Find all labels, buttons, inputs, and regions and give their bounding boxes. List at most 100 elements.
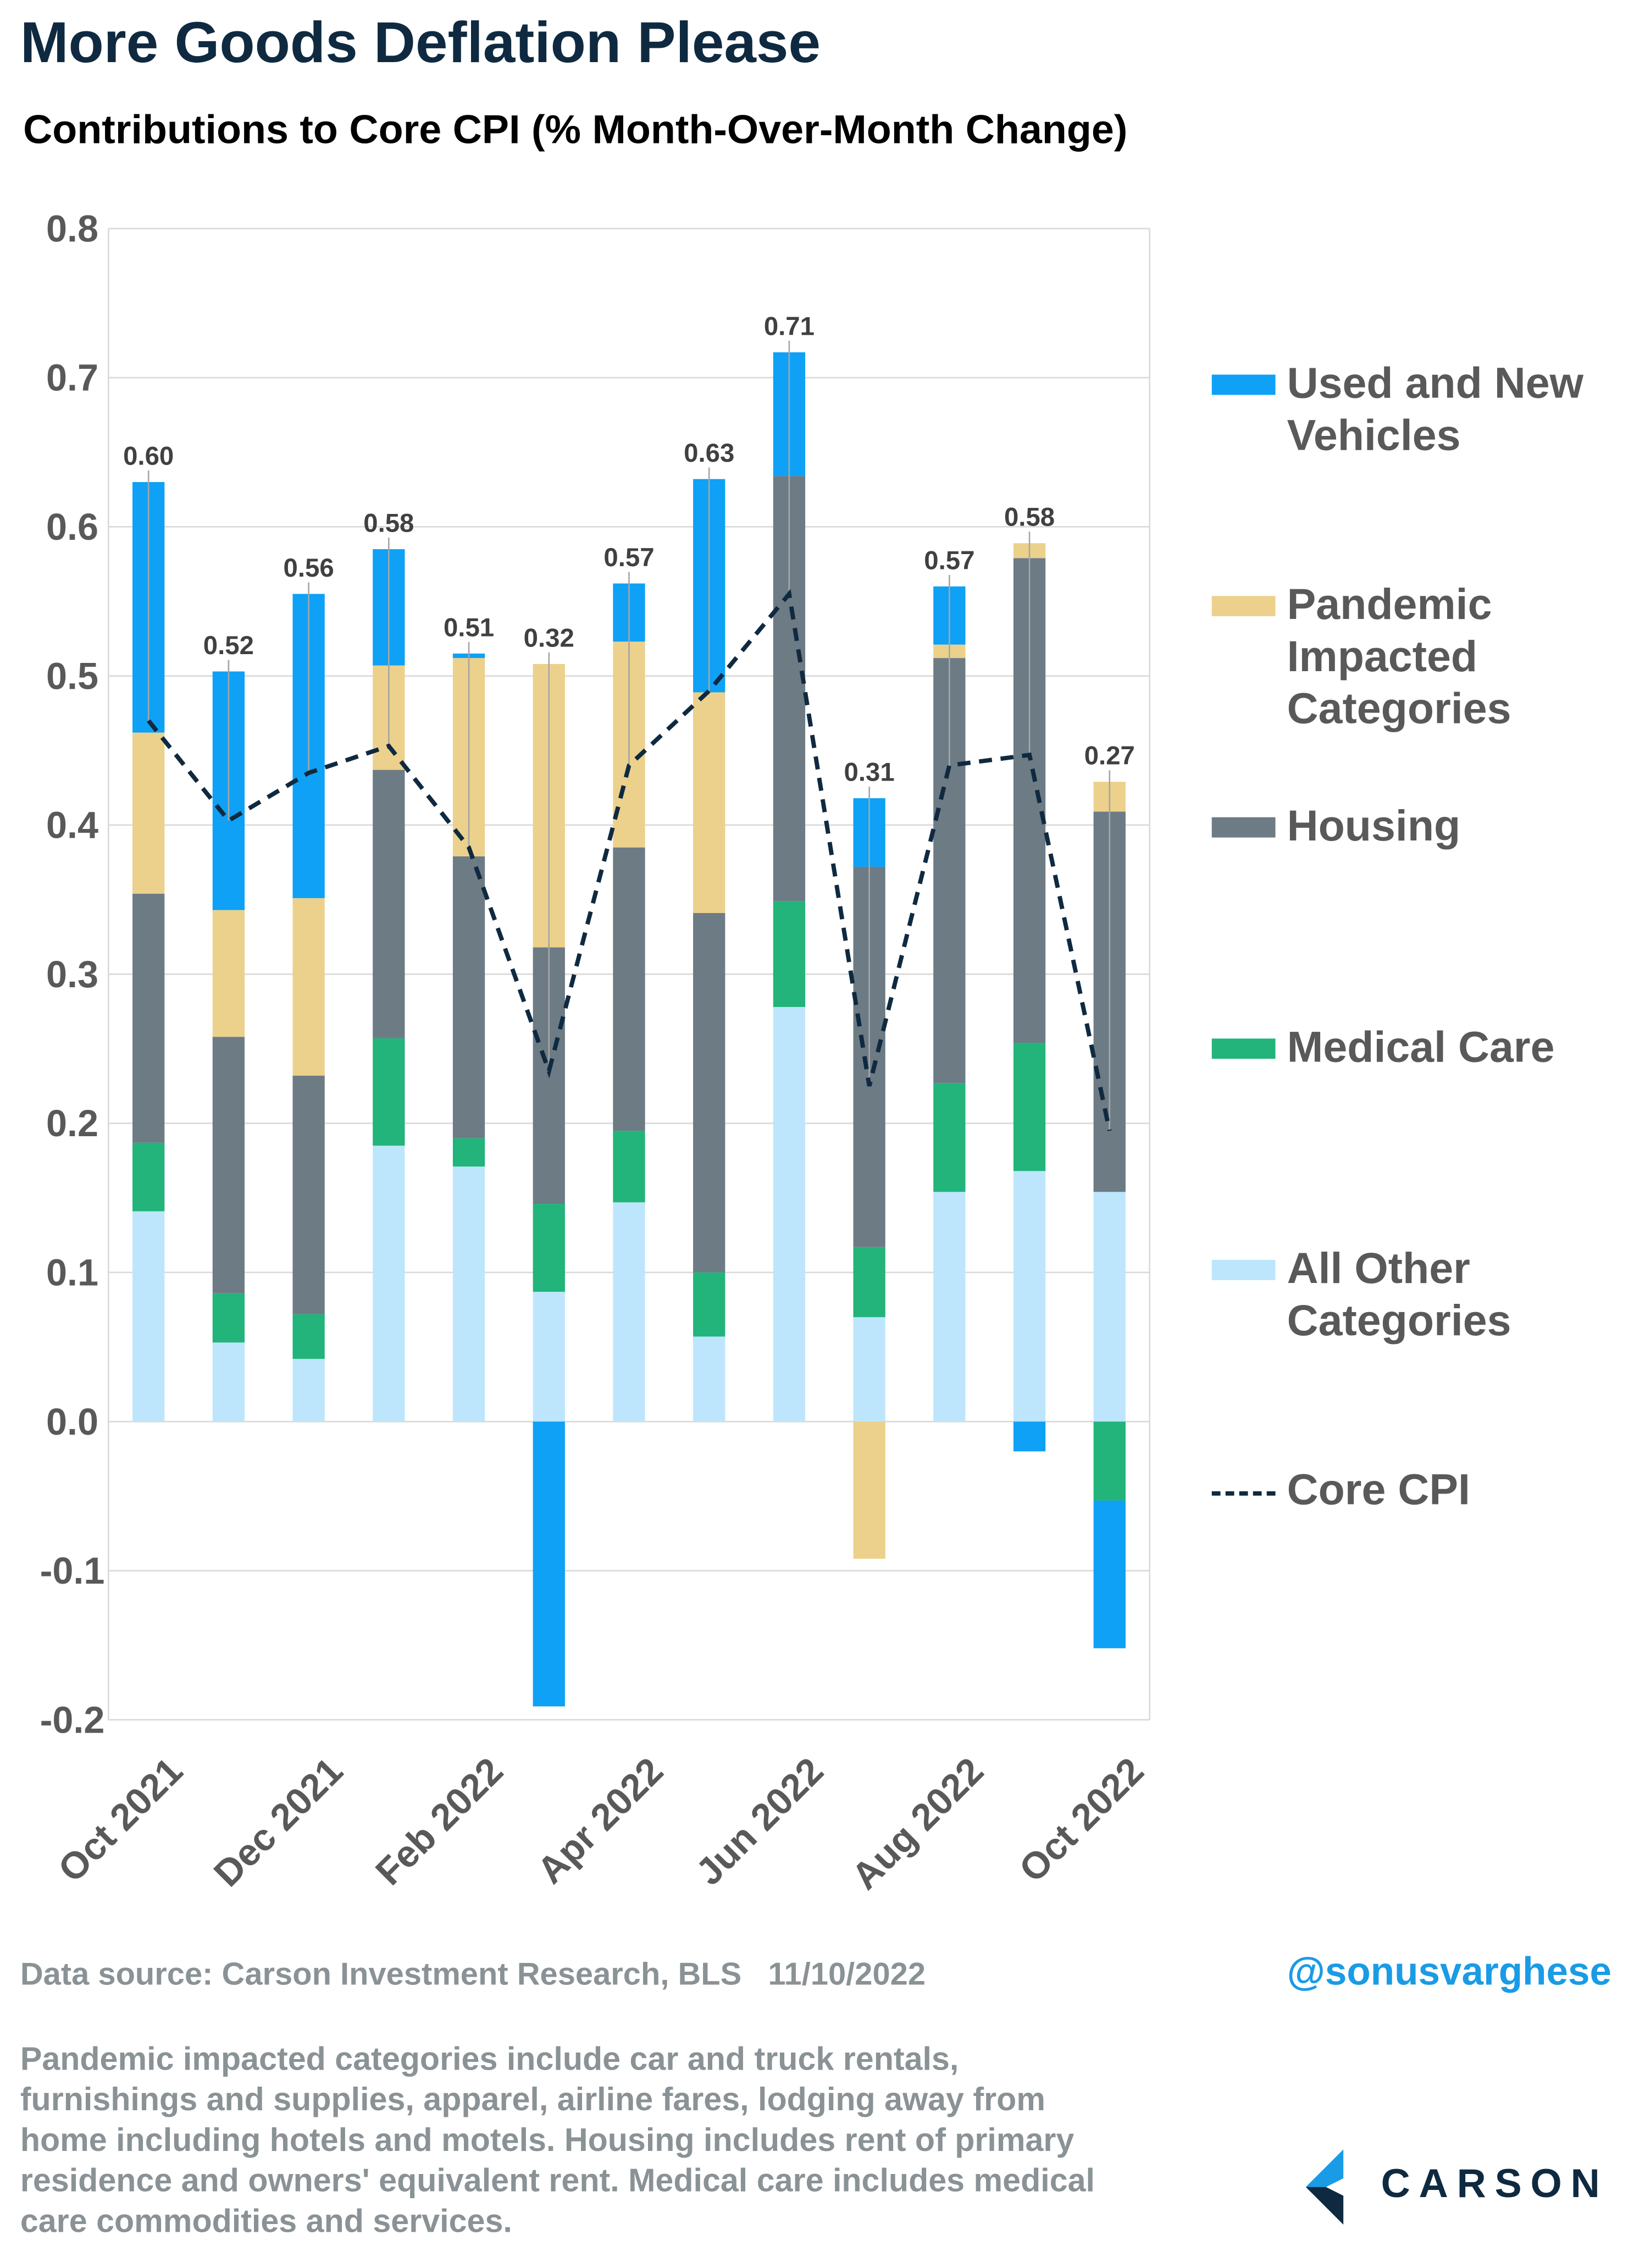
bar-segment [292, 898, 325, 1076]
y-tick-label: 0.8 [46, 208, 98, 250]
bar-segment [452, 1166, 485, 1422]
y-tick-label: -0.2 [40, 1699, 105, 1741]
legend-entry: Housing [1211, 801, 1620, 854]
bar-segment [533, 1292, 565, 1422]
core-cpi-line [147, 589, 1112, 1131]
bar-segment [132, 732, 165, 894]
bar-segment [132, 1211, 165, 1422]
legend-entry: Pandemic Impacted Categories [1211, 580, 1620, 736]
logo-icon [1305, 2149, 1344, 2225]
bar-segment [853, 1421, 885, 1559]
bar-segment [1013, 1043, 1046, 1171]
x-tick-label: Jun 2022 [688, 1750, 832, 1893]
bar-segment [373, 1038, 405, 1146]
data-label: 0.57 [924, 546, 974, 575]
bar-segment [693, 692, 725, 914]
note: Pandemic impacted categories include car… [20, 2040, 1095, 2239]
y-tick-label: 0.3 [46, 954, 98, 995]
bar-segment [773, 901, 806, 1007]
legend-label: Used and New Vehicles [1287, 360, 1584, 460]
bar-segment [132, 893, 165, 1143]
bar-segment [533, 1421, 565, 1707]
y-tick-label: 0.7 [46, 357, 98, 399]
chart-subtitle: Contributions to Core CPI (% Month-Over-… [23, 107, 1128, 152]
bar-segment [613, 847, 645, 1131]
data-label: 0.71 [764, 312, 815, 341]
x-tick-label: Dec 2021 [206, 1750, 351, 1895]
legend-label: Core CPI [1287, 1467, 1470, 1515]
legend-swatch [1211, 817, 1276, 838]
bar-segment [452, 1138, 485, 1167]
bar-segment [452, 856, 485, 1138]
bar-segment [1093, 1192, 1126, 1422]
bar-segment [613, 1131, 645, 1203]
bar-segment [693, 913, 725, 1273]
bar-segment [292, 1359, 325, 1422]
y-tick-label: 0.0 [46, 1401, 98, 1443]
bar-segment [933, 1192, 966, 1422]
chart-title: More Goods Deflation Please [20, 12, 821, 75]
data-label: 0.58 [1004, 503, 1055, 532]
data-label: 0.57 [603, 543, 654, 572]
legend-entry: Used and New Vehicles [1211, 359, 1620, 463]
legend-label: Housing [1287, 803, 1461, 851]
y-tick-label: 0.4 [46, 805, 98, 847]
bar-segment [773, 1006, 806, 1422]
legend-label: Medical Care [1287, 1024, 1555, 1072]
data-label: 0.58 [363, 508, 414, 538]
bar-segment [212, 1293, 245, 1343]
handle: @sonusvarghese [1287, 1950, 1612, 1994]
x-tick-label: Feb 2022 [368, 1750, 511, 1893]
legend-swatch [1211, 374, 1276, 395]
bar-segment [693, 1272, 725, 1337]
x-tick-label: Oct 2022 [1011, 1750, 1151, 1890]
source: Data source: Carson Investment Research,… [20, 1955, 926, 1992]
bar-segment [1093, 1421, 1126, 1501]
x-tick-label: Aug 2022 [844, 1750, 992, 1898]
legend-entry: Medical Care [1211, 1022, 1620, 1075]
data-label: 0.31 [844, 758, 895, 787]
y-tick-label: 0.2 [46, 1103, 98, 1144]
legend-label: All Other Categories [1287, 1245, 1511, 1346]
bar-segment [853, 1317, 885, 1422]
legend-entry: All Other Categories [1211, 1244, 1620, 1348]
y-tick-label: -0.1 [40, 1550, 105, 1592]
legend-entry: Core CPI [1211, 1465, 1620, 1518]
y-tick-label: 0.5 [46, 655, 98, 697]
bar-segment [1013, 1171, 1046, 1422]
legend-swatch [1211, 1038, 1276, 1059]
logo: CARSON [1381, 2161, 1609, 2206]
bar-segment [533, 1204, 565, 1292]
data-label: 0.60 [123, 441, 174, 471]
legend-swatch [1211, 1259, 1276, 1280]
bar-segment [373, 770, 405, 1038]
bar-segment [132, 1142, 165, 1212]
bar-segment [1013, 1421, 1046, 1452]
bar-segment [613, 1202, 645, 1422]
y-tick-label: 0.6 [46, 506, 98, 548]
legend-swatch [1211, 596, 1276, 616]
bar-segment [292, 1314, 325, 1359]
legend-label: Pandemic Impacted Categories [1287, 581, 1511, 734]
data-label: 0.32 [524, 623, 574, 652]
data-label: 0.51 [444, 613, 494, 642]
bar-segment [693, 1336, 725, 1422]
x-tick-label: Oct 2021 [50, 1750, 190, 1890]
data-label: 0.63 [684, 439, 734, 468]
bar-segment [1093, 1500, 1126, 1649]
legend-swatch [1211, 1491, 1276, 1496]
bar-segment [292, 1075, 325, 1314]
data-label: 0.56 [284, 554, 334, 583]
bar-segment [373, 1146, 405, 1422]
bar-segment [212, 1037, 245, 1293]
logo-shape [1305, 2149, 1344, 2187]
logo-shape [1305, 2187, 1344, 2225]
x-tick-label: Apr 2022 [529, 1750, 671, 1891]
data-label: 0.52 [203, 631, 254, 660]
bar-segment [853, 1247, 885, 1318]
y-tick-label: 0.1 [46, 1252, 98, 1294]
bar-segment [212, 1342, 245, 1422]
